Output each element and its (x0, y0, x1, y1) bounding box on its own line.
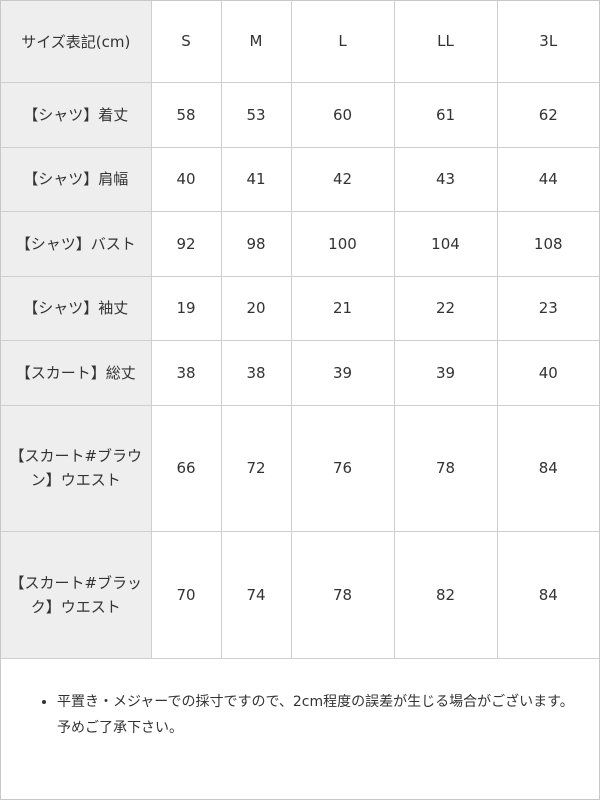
cell-value: 76 (290, 404, 395, 532)
cell-value: 104 (393, 210, 498, 277)
cell-value: 58 (150, 81, 222, 148)
cell-value: 82 (393, 530, 498, 659)
cell-value: 20 (220, 275, 292, 341)
cell-value: 38 (220, 339, 292, 406)
row-label: 【スカート】総丈 (1, 339, 152, 406)
cell-value: 38 (150, 339, 222, 406)
cell-value: 84 (496, 404, 599, 532)
table-row: 【シャツ】肩幅 40 41 42 43 44 (1, 146, 599, 212)
size-header-3l: 3L (496, 1, 599, 83)
cell-value: 78 (290, 530, 395, 659)
size-header-ll: LL (393, 1, 498, 83)
cell-value: 60 (290, 81, 395, 148)
note-item: 平置き・メジャーでの採寸ですので、2cm程度の誤差が生じる場合がございます。予め… (57, 689, 581, 741)
cell-value: 40 (496, 339, 599, 406)
cell-value: 70 (150, 530, 222, 659)
cell-value: 108 (496, 210, 599, 277)
cell-value: 72 (220, 404, 292, 532)
size-header-row: サイズ表記(cm) S M L LL 3L (1, 1, 599, 83)
table-row: 【スカート#ブラック】ウエスト 70 74 78 82 84 (1, 530, 599, 659)
note-list: 平置き・メジャーでの採寸ですので、2cm程度の誤差が生じる場合がございます。予め… (41, 689, 581, 741)
cell-value: 39 (290, 339, 395, 406)
table-row: 【スカート】総丈 38 38 39 39 40 (1, 339, 599, 406)
cell-value: 23 (496, 275, 599, 341)
cell-value: 22 (393, 275, 498, 341)
cell-value: 44 (496, 146, 599, 212)
cell-value: 61 (393, 81, 498, 148)
size-table: サイズ表記(cm) S M L LL 3L 【シャツ】着丈 58 53 60 6… (1, 1, 599, 659)
cell-value: 43 (393, 146, 498, 212)
row-label: 【シャツ】袖丈 (1, 275, 152, 341)
size-header-s: S (150, 1, 222, 83)
cell-value: 78 (393, 404, 498, 532)
cell-value: 53 (220, 81, 292, 148)
table-row: 【シャツ】バスト 92 98 100 104 108 (1, 210, 599, 277)
cell-value: 100 (290, 210, 395, 277)
table-row: 【シャツ】袖丈 19 20 21 22 23 (1, 275, 599, 341)
cell-value: 62 (496, 81, 599, 148)
cell-value: 66 (150, 404, 222, 532)
measurement-note: 平置き・メジャーでの採寸ですので、2cm程度の誤差が生じる場合がございます。予め… (41, 689, 581, 741)
row-label: 【シャツ】肩幅 (1, 146, 152, 212)
cell-value: 42 (290, 146, 395, 212)
cell-value: 84 (496, 530, 599, 659)
cell-value: 92 (150, 210, 222, 277)
row-label: 【シャツ】着丈 (1, 81, 152, 148)
size-header-l: L (290, 1, 395, 83)
cell-value: 98 (220, 210, 292, 277)
cell-value: 41 (220, 146, 292, 212)
table-row: 【スカート#ブラウン】ウエスト 66 72 76 78 84 (1, 404, 599, 532)
size-header-m: M (220, 1, 292, 83)
cell-value: 39 (393, 339, 498, 406)
table-row: 【シャツ】着丈 58 53 60 61 62 (1, 81, 599, 148)
cell-value: 21 (290, 275, 395, 341)
row-label: 【スカート#ブラウン】ウエスト (1, 404, 152, 532)
cell-value: 74 (220, 530, 292, 659)
corner-label: サイズ表記(cm) (1, 1, 152, 83)
row-label: 【スカート#ブラック】ウエスト (1, 530, 152, 659)
cell-value: 19 (150, 275, 222, 341)
cell-value: 40 (150, 146, 222, 212)
row-label: 【シャツ】バスト (1, 210, 152, 277)
